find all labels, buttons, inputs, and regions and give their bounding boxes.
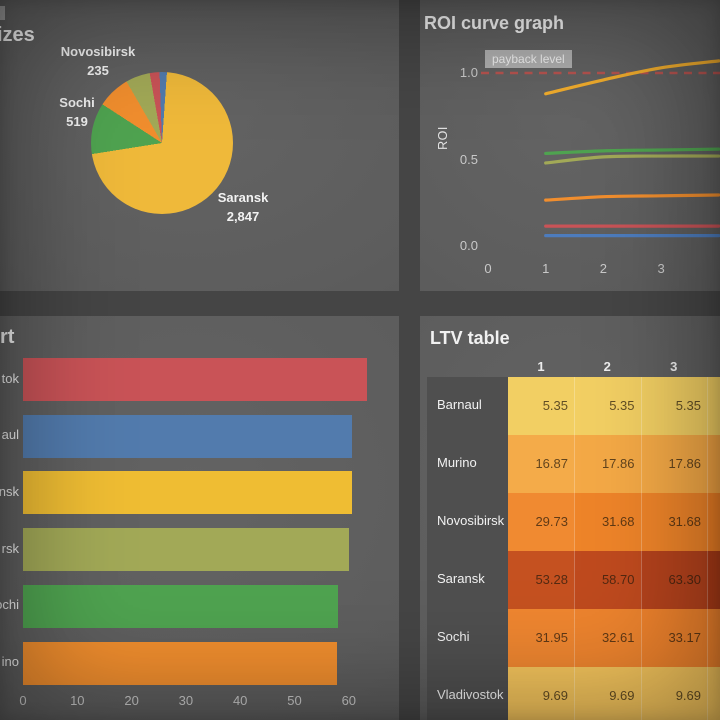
bar-label-saransk: nsk <box>0 483 19 499</box>
bar-vladivostok[interactable] <box>23 358 367 401</box>
pie-label-novosibirsk: Novosibirsk 235 <box>38 42 158 80</box>
pie-label-value: 519 <box>66 114 88 129</box>
ltv-row-label-saransk[interactable]: Saransk <box>437 571 485 586</box>
bar-label-barnaul: aul <box>1 427 19 443</box>
ltv-column-header-1[interactable]: 1 <box>537 359 545 374</box>
panel-roi-curve-graph: ROI curve graph payback level ROI 0 1 2 3 0.… <box>420 0 720 291</box>
ltv-cell-novosibirsk-1[interactable]: 29.73 <box>508 493 574 551</box>
roi-x-tick-3: 3 <box>657 261 665 276</box>
roi-plot <box>481 59 720 238</box>
ltv-cell-novosibirsk-3[interactable]: 31.68 <box>640 493 707 551</box>
bar-x-tick-20: 20 <box>124 693 139 708</box>
ltv-cell-vladivostok-3[interactable]: 9.69 <box>640 667 707 720</box>
roi-y-tick-0.0: 0.0 <box>459 238 478 253</box>
ltv-cell-saransk-3[interactable]: 63.30 <box>640 551 707 609</box>
ltv-cell-vladivostok-2[interactable]: 9.69 <box>574 667 641 720</box>
roi-line-murino[interactable] <box>544 193 720 202</box>
ltv-cell-murino-1[interactable]: 16.87 <box>508 435 574 493</box>
roi-y-tick-1.0: 1.0 <box>459 65 478 80</box>
panel-cohort-sizes: izes Novosibirsk 235 Sochi 519 Saransk 2… <box>0 0 399 291</box>
ltv-cell-sochi-2[interactable]: 32.61 <box>574 609 641 667</box>
roi-line-sochi[interactable] <box>544 147 720 156</box>
ltv-cell-saransk-2[interactable]: 58.70 <box>574 551 641 609</box>
bar-x-tick-0: 0 <box>19 693 27 708</box>
pie-chart[interactable] <box>91 72 233 214</box>
ltv-cell-murino-edge[interactable] <box>707 435 720 493</box>
ltv-cell-barnaul-2[interactable]: 5.35 <box>574 377 641 435</box>
pie-label-city: Saransk <box>217 190 269 205</box>
pie-label-city: Novosibirsk <box>60 44 136 59</box>
roi-panel-title: ROI curve graph <box>424 13 565 33</box>
ltv-cell-vladivostok-edge[interactable] <box>707 667 720 720</box>
bar-panel-title-fragment: rt <box>0 326 15 348</box>
ltv-cell-murino-2[interactable]: 17.86 <box>574 435 641 493</box>
ltv-cell-barnaul-edge[interactable] <box>707 377 720 435</box>
ltv-cell-murino-3[interactable]: 17.86 <box>640 435 707 493</box>
ltv-cell-novosibirsk-2[interactable]: 31.68 <box>574 493 641 551</box>
ltv-row-header-column <box>427 377 508 720</box>
roi-y-axis-label: ROI <box>436 126 450 150</box>
bar-x-tick-30: 30 <box>178 693 194 708</box>
ltv-row-label-barnaul[interactable]: Barnaul <box>437 397 482 412</box>
roi-x-tick-2: 2 <box>599 261 607 276</box>
bar-x-tick-40: 40 <box>232 693 248 708</box>
bar-barnaul[interactable] <box>23 414 353 458</box>
bar-label-vladivostok: tok <box>1 370 19 386</box>
bar-novosibirsk[interactable] <box>23 528 349 572</box>
bar-murino[interactable] <box>23 641 337 685</box>
bar-label-novosibirsk: rsk <box>1 540 19 556</box>
ltv-cell-vladivostok-1[interactable]: 9.69 <box>508 667 574 720</box>
roi-x-tick-0: 0 <box>484 261 492 276</box>
bar-saransk[interactable] <box>23 471 353 515</box>
pie-panel-title-fragment: izes <box>0 24 35 46</box>
ltv-row-label-murino[interactable]: Murino <box>437 455 477 470</box>
ltv-cell-barnaul-1[interactable]: 5.35 <box>508 377 574 435</box>
pie-label-sochi: Sochi 519 <box>27 93 127 131</box>
bar-sochi[interactable] <box>23 584 338 628</box>
roi-x-tick-1: 1 <box>542 261 550 276</box>
bar-x-tick-60: 60 <box>341 693 357 708</box>
roi-line-saransk[interactable] <box>544 59 720 96</box>
ltv-row-label-sochi[interactable]: Sochi <box>437 629 470 644</box>
pie-label-city: Sochi <box>59 95 95 110</box>
roi-line-novosibirsk[interactable] <box>544 154 720 165</box>
panel-ltv-table: LTV table 1 2 3 Barnaul 5.35 5.35 5.35 Murino 16… <box>420 316 720 720</box>
bar-label-sochi: ochi <box>0 597 19 613</box>
cropped-element-stub <box>0 6 5 20</box>
ltv-column-header-2[interactable]: 2 <box>603 359 611 374</box>
panel-cac-bar-chart: rt tok aul nsk rsk ochi ino 0 10 20 30 40 50 60 <box>0 316 399 720</box>
pie-label-value: 235 <box>87 63 109 78</box>
ltv-cell-sochi-edge[interactable] <box>707 609 720 667</box>
ltv-column-header-3[interactable]: 3 <box>670 359 678 374</box>
ltv-cell-barnaul-3[interactable]: 5.35 <box>640 377 707 435</box>
ltv-cell-saransk-1[interactable]: 53.28 <box>508 551 574 609</box>
ltv-cell-saransk-edge[interactable] <box>707 551 720 609</box>
roi-y-tick-0.5: 0.5 <box>459 151 478 167</box>
ltv-row-label-novosibirsk[interactable]: Novosibirsk <box>437 513 505 528</box>
ltv-cell-sochi-1[interactable]: 31.95 <box>508 609 574 667</box>
ltv-panel-title: LTV table <box>430 328 510 348</box>
bar-x-tick-50: 50 <box>287 693 302 708</box>
pie-label-saransk: Saransk 2,847 <box>183 188 303 226</box>
bar-label-murino: ino <box>1 654 19 669</box>
pie-label-value: 2,847 <box>226 209 260 224</box>
payback-level-label: payback level <box>485 50 572 68</box>
bar-x-tick-10: 10 <box>70 693 85 708</box>
ltv-row-label-vladivostok[interactable]: Vladivostok <box>437 687 504 702</box>
ltv-cell-sochi-3[interactable]: 33.17 <box>640 609 707 667</box>
ltv-cell-novosibirsk-edge[interactable] <box>707 493 720 551</box>
